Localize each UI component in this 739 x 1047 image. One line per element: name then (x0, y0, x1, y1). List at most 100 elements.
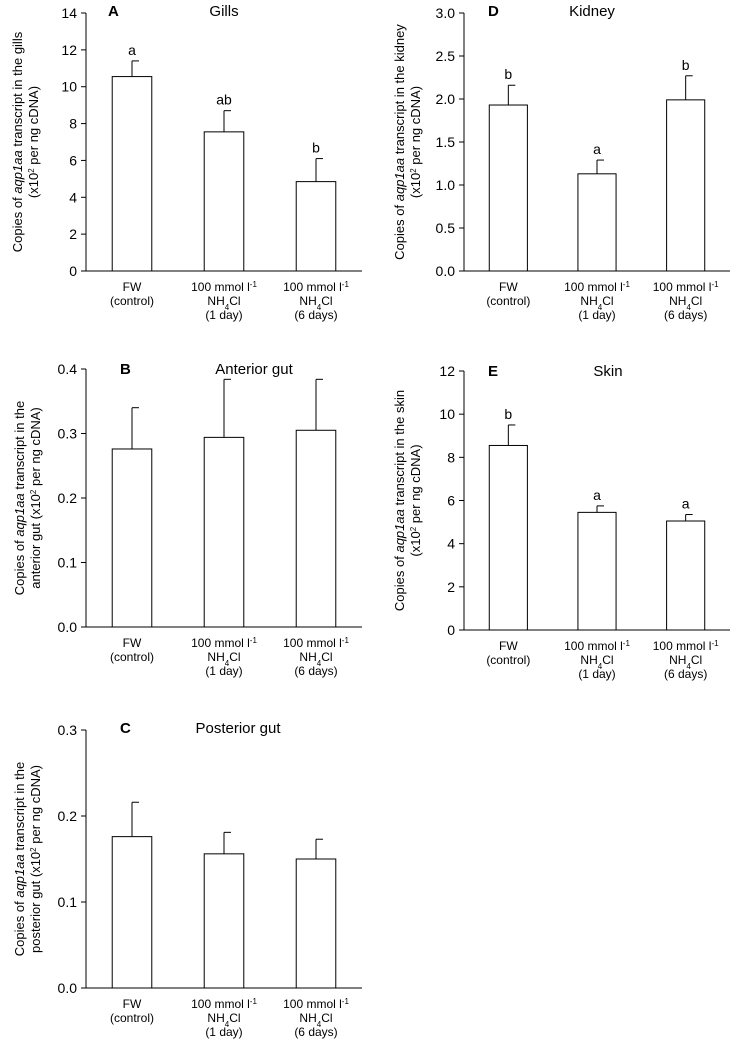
category-label: NH4Cl (669, 294, 702, 312)
category-label: FW (123, 280, 142, 294)
y-tick-label: 0.3 (58, 722, 78, 738)
panel-letter: B (120, 361, 131, 378)
y-tick-label: 1.5 (436, 134, 456, 150)
bar (203, 131, 245, 272)
y-axis-label: Copies of aqp1aa transcript in the (12, 401, 27, 595)
category-label: NH4Cl (299, 1011, 332, 1029)
bar (295, 181, 337, 272)
y-tick-label: 4 (447, 536, 455, 552)
y-axis-label: (x102 per ng cDNA) (26, 86, 41, 198)
y-tick-label: 0.0 (58, 619, 78, 635)
category-label: 100 mmol l-1 (283, 997, 349, 1012)
y-axis-label: (x102 per ng cDNA) (408, 86, 423, 198)
significance-label: b (682, 57, 690, 73)
category-label: (1 day) (205, 1025, 242, 1039)
category-label: (1 day) (205, 308, 242, 322)
y-axis-label: Copies of aqp1aa transcript in the gills (10, 31, 25, 252)
y-axis-label: Copies of aqp1aa transcript in the kidne… (392, 24, 407, 260)
y-tick-label: 2.0 (436, 91, 456, 107)
bar (295, 429, 337, 628)
y-tick-label: 0 (447, 622, 455, 638)
category-label: NH4Cl (299, 294, 332, 312)
category-label: (control) (110, 650, 154, 664)
y-axis-label: Copies of aqp1aa transcript in the (12, 762, 27, 956)
category-label: (6 days) (294, 664, 337, 678)
y-tick-label: 8 (447, 449, 455, 465)
category-label: 100 mmol l-1 (283, 636, 349, 651)
category-label: FW (499, 639, 518, 653)
significance-label: b (504, 406, 512, 422)
y-tick-label: 4 (69, 189, 77, 205)
significance-label: a (128, 42, 136, 58)
y-axis-label: (x102 per ng cDNA) (408, 444, 423, 556)
category-label: NH4Cl (669, 653, 702, 671)
category-label: (1 day) (205, 664, 242, 678)
significance-label: ab (216, 92, 232, 108)
panel-title: Skin (593, 363, 622, 380)
category-label: FW (123, 997, 142, 1011)
panel-letter: D (488, 3, 499, 20)
category-label: (control) (110, 294, 154, 308)
category-label: (1 day) (578, 308, 615, 322)
bar (666, 99, 706, 272)
category-label: 100 mmol l-1 (653, 639, 719, 654)
significance-label: a (593, 487, 601, 503)
category-label: (6 days) (664, 308, 707, 322)
y-tick-label: 14 (61, 5, 77, 21)
panel-a: 0 2 4 6 8 10 12 14 A Gills Copies of aqp1aa transc… (10, 3, 362, 322)
y-tick-label: 0 (69, 263, 77, 279)
category-label: 100 mmol l-1 (191, 636, 257, 651)
bar (111, 836, 153, 989)
significance-label: a (682, 496, 690, 512)
panel-title: Posterior gut (195, 720, 281, 737)
bar (577, 511, 617, 631)
y-tick-label: 6 (69, 152, 77, 168)
category-label: NH4Cl (207, 650, 240, 668)
panel-e: 0 2 4 6 8 10 12 E Skin Copies of aqp1aa transcrip… (392, 363, 730, 681)
category-label: (6 days) (664, 667, 707, 681)
category-label: 100 mmol l-1 (283, 280, 349, 295)
bar (203, 436, 245, 628)
bar (111, 76, 153, 272)
bar (666, 520, 706, 631)
y-tick-label: 10 (61, 79, 77, 95)
y-tick-label: 0.3 (58, 426, 78, 442)
panel-letter: E (488, 363, 498, 380)
y-axis-label: anterior gut (x102 per ng cDNA) (28, 407, 43, 589)
panel-c: 0.0 0.1 0.2 0.3 C Posterior gut Copies of aqp1… (12, 720, 362, 1039)
category-label: (6 days) (294, 308, 337, 322)
category-label: (control) (486, 653, 530, 667)
category-label: (6 days) (294, 1025, 337, 1039)
significance-label: a (593, 141, 601, 157)
bar (577, 173, 617, 272)
category-label: 100 mmol l-1 (653, 280, 719, 295)
bar (203, 853, 245, 989)
panel-d: 0.0 0.5 1.0 1.5 2.0 2.5 3.0 D Kidney Copies of aq… (392, 3, 730, 322)
bar (111, 448, 153, 628)
category-label: 100 mmol l-1 (191, 280, 257, 295)
y-tick-label: 12 (61, 42, 77, 58)
bar (295, 858, 337, 989)
category-label: 100 mmol l-1 (191, 997, 257, 1012)
category-label: (1 day) (578, 667, 615, 681)
y-axis-label: posterior gut (x102 per ng cDNA) (28, 765, 43, 953)
significance-label: b (312, 140, 320, 156)
category-label: (control) (110, 1011, 154, 1025)
category-label: NH4Cl (580, 653, 613, 671)
y-tick-label: 6 (447, 493, 455, 509)
category-label: 100 mmol l-1 (564, 639, 630, 654)
bar (488, 444, 528, 631)
panel-letter: C (120, 720, 131, 737)
y-tick-label: 0.2 (58, 490, 78, 506)
y-tick-label: 12 (439, 363, 455, 379)
y-tick-label: 8 (69, 116, 77, 132)
panel-title: Anterior gut (215, 361, 293, 378)
y-tick-label: 2.5 (436, 48, 456, 64)
y-tick-label: 0.2 (58, 808, 78, 824)
y-tick-label: 2 (447, 579, 455, 595)
significance-label: b (504, 66, 512, 82)
panel-letter: A (108, 3, 119, 20)
y-tick-label: 0.1 (58, 555, 78, 571)
category-label: NH4Cl (580, 294, 613, 312)
panel-title: Gills (209, 3, 238, 20)
